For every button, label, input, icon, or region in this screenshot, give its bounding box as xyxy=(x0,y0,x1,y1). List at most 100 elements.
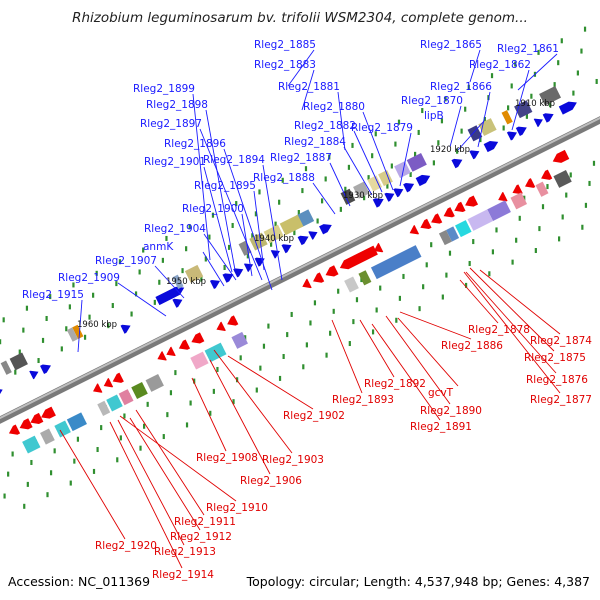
forward-leader xyxy=(399,132,412,187)
track-tick xyxy=(425,262,428,268)
track-tick xyxy=(118,259,122,265)
reverse-gene-arrow xyxy=(541,169,553,180)
track-tick xyxy=(14,369,17,375)
track-tick xyxy=(100,425,103,431)
track-tick xyxy=(316,218,319,224)
forward-gene-arrow xyxy=(515,126,527,137)
reverse-gene-arrow xyxy=(166,346,176,357)
track-tick xyxy=(166,412,169,418)
track-tick xyxy=(123,413,126,419)
forward-gene-box xyxy=(378,170,393,187)
track-tick xyxy=(23,503,26,509)
track-tick xyxy=(161,257,164,263)
accession-text: Accession: NC_011369 xyxy=(8,574,151,589)
forward-gene-arrow xyxy=(209,280,221,289)
track-tick xyxy=(483,116,486,122)
track-tick xyxy=(565,192,568,198)
reverse-gene-box xyxy=(118,389,134,406)
forward-gene-box xyxy=(367,175,383,192)
reverse-gene-arrow xyxy=(465,195,479,207)
reverse-gene-label: Rleg2_1911 xyxy=(174,516,236,528)
track-tick xyxy=(581,224,584,230)
track-tick xyxy=(460,128,463,134)
forward-gene-arrow xyxy=(506,131,517,141)
forward-leader xyxy=(353,130,383,193)
track-tick xyxy=(246,253,249,259)
forward-leader xyxy=(312,182,336,215)
reverse-gene-arrow xyxy=(325,265,339,277)
forward-gene-label: lipB xyxy=(424,110,444,122)
track-tick xyxy=(337,288,340,294)
forward-gene-arrow xyxy=(469,150,480,160)
kbp-label: 1920 kbp xyxy=(430,145,470,155)
track-tick xyxy=(235,201,238,207)
forward-gene-label: Rleg2_1882 xyxy=(294,120,356,132)
reverse-gene-label: Rleg2_1902 xyxy=(283,410,345,422)
track-tick xyxy=(502,125,505,131)
track-tick xyxy=(514,61,517,67)
track-tick xyxy=(390,163,393,169)
track-tick xyxy=(134,291,138,297)
reverse-gene-label: Rleg2_1920 xyxy=(95,540,157,552)
track-tick xyxy=(297,209,300,215)
forward-gene-arrow xyxy=(243,263,254,272)
forward-gene-label: Rleg2_1861 xyxy=(497,43,559,55)
topology-text: Topology: circular; Length: 4,537,948 bp… xyxy=(246,574,590,589)
track-tick xyxy=(254,211,257,217)
track-tick xyxy=(293,230,296,236)
forward-gene-label: Rleg2_1915 xyxy=(22,289,84,301)
forward-gene-arrow xyxy=(308,231,318,240)
forward-gene-arrow xyxy=(40,364,51,374)
forward-gene-label: Rleg2_1879 xyxy=(351,122,413,134)
forward-leader xyxy=(337,91,346,151)
forward-leader xyxy=(253,190,265,271)
reverse-gene-box xyxy=(510,192,528,210)
track-tick xyxy=(92,468,96,474)
forward-leader xyxy=(262,164,283,281)
reverse-gene-box xyxy=(438,229,452,246)
track-tick xyxy=(441,294,444,300)
reverse-gene-label: Rleg2_1875 xyxy=(524,352,586,364)
forward-gene-label: Rleg2_1900 xyxy=(182,203,244,215)
track-tick xyxy=(115,281,118,287)
track-tick xyxy=(537,49,540,55)
track-tick xyxy=(119,435,122,441)
reverse-leader xyxy=(109,421,183,569)
reverse-leader xyxy=(371,323,441,421)
track-tick xyxy=(208,234,211,240)
track-tick xyxy=(347,164,351,170)
reverse-gene-arrow xyxy=(373,242,384,253)
track-tick xyxy=(402,273,405,279)
track-tick xyxy=(282,353,285,359)
reverse-gene-label: Rleg2_1893 xyxy=(332,394,394,406)
track-tick xyxy=(305,342,308,348)
reverse-gene-box xyxy=(370,245,422,280)
track-tick xyxy=(139,445,142,451)
track-tick xyxy=(244,335,247,341)
forward-gene-arrow xyxy=(533,118,543,128)
track-tick xyxy=(174,370,177,376)
track-tick xyxy=(363,195,366,201)
reverse-gene-label: Rleg2_1892 xyxy=(364,378,426,390)
reverse-gene-label: Rleg2_1890 xyxy=(420,405,482,417)
track-tick xyxy=(304,166,308,172)
forward-gene-arrow xyxy=(297,235,309,246)
kbp-label: 1940 kbp xyxy=(254,234,294,244)
track-tick xyxy=(302,364,305,370)
forward-gene-label: Rleg2_1909 xyxy=(58,272,120,284)
reverse-gene-box xyxy=(344,276,359,293)
track-tick xyxy=(515,237,518,243)
track-tick xyxy=(490,73,494,79)
track-tick xyxy=(414,151,417,157)
reverse-gene-label: Rleg2_1878 xyxy=(468,324,530,336)
forward-gene-label: Rleg2_1865 xyxy=(420,39,482,51)
forward-gene-arrow xyxy=(281,244,292,254)
reverse-gene-box xyxy=(145,373,164,392)
forward-leader xyxy=(199,128,263,281)
forward-leader xyxy=(154,265,185,299)
track-tick xyxy=(445,272,448,278)
forward-gene-box xyxy=(467,125,483,142)
forward-leader xyxy=(343,146,373,196)
reverse-gene-label: Rleg2_1906 xyxy=(240,475,302,487)
